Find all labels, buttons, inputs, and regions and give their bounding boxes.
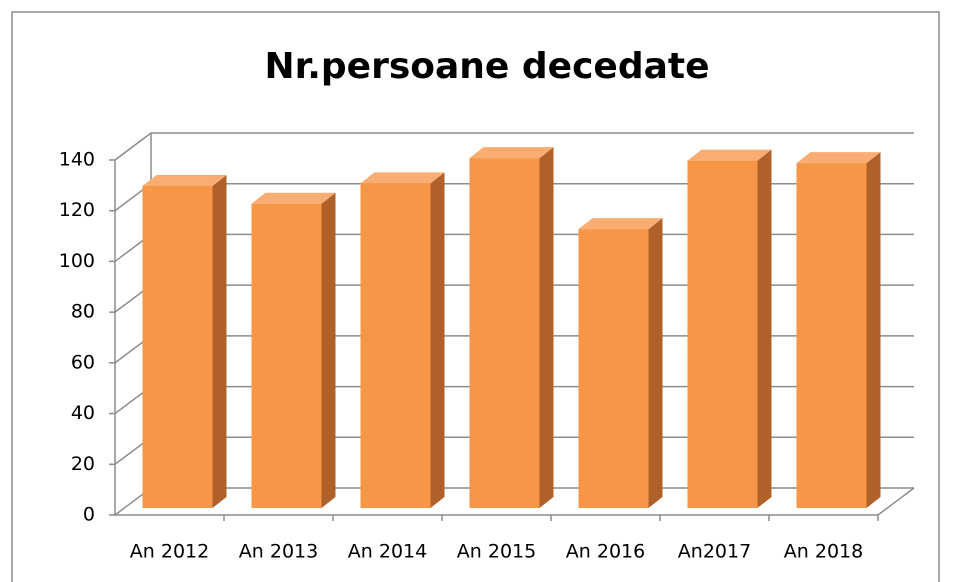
x-tick-label: An 2015: [457, 541, 536, 563]
bar-top: [796, 152, 881, 164]
x-tick-label: An 2012: [130, 541, 209, 563]
y-tick-label: 20: [71, 453, 95, 475]
bar-front: [360, 183, 431, 508]
x-tick-label: An2017: [678, 541, 751, 563]
bar-side: [321, 192, 336, 508]
bar-side: [866, 152, 881, 508]
bar-side: [430, 172, 445, 508]
y-tick-label: 140: [59, 149, 95, 171]
bar-top: [687, 149, 772, 161]
bar: [251, 192, 336, 508]
bar-front: [469, 158, 540, 509]
bar: [578, 218, 663, 509]
x-tick-label: An 2014: [348, 541, 427, 563]
bar: [796, 152, 881, 508]
bar: [469, 147, 554, 509]
y-tick-label: 100: [59, 250, 95, 272]
bar-top: [469, 147, 554, 159]
y-tick-label: 80: [71, 301, 95, 323]
y-tick-label: 0: [83, 504, 95, 526]
bar-front: [796, 163, 867, 508]
chart-title: Nr.persoane decedate: [264, 46, 709, 87]
bar-top: [142, 174, 227, 186]
bar-front: [142, 185, 213, 508]
y-tick-label: 60: [71, 351, 95, 373]
bar-top: [578, 218, 663, 230]
floor-edge: [877, 487, 915, 516]
bar-front: [578, 229, 649, 509]
bar: [687, 149, 772, 508]
bar-top: [251, 192, 336, 204]
bar-side: [648, 218, 663, 509]
bar-top: [360, 172, 445, 184]
bar-front: [687, 160, 758, 508]
bar-side: [757, 149, 772, 508]
grid-line: [114, 132, 914, 161]
bar-side: [539, 147, 554, 509]
bar-side: [212, 174, 227, 508]
x-tick-label: An 2018: [784, 541, 863, 563]
x-tick-label: An 2016: [566, 541, 645, 563]
bar: [142, 174, 227, 508]
x-tick-label: An 2013: [239, 541, 318, 563]
bar-front: [251, 203, 322, 508]
y-tick-label: 40: [71, 402, 95, 424]
y-tick-label: 120: [59, 199, 95, 221]
bar: [360, 172, 445, 508]
